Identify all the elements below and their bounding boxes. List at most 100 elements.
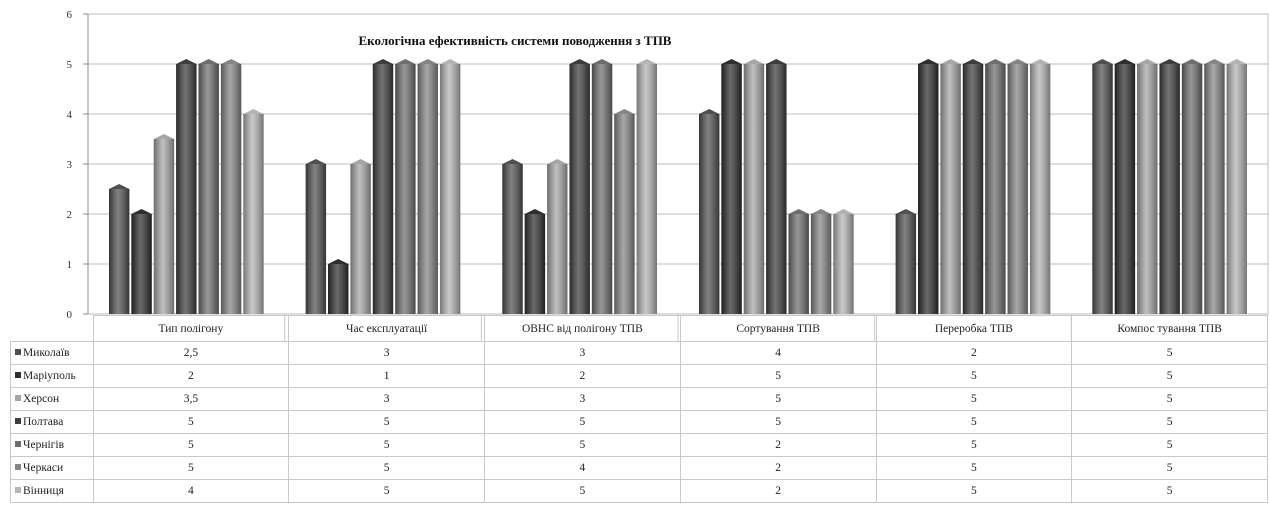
table-cell: 3 <box>484 387 681 411</box>
bar <box>699 109 720 314</box>
bar-cap <box>1159 59 1180 64</box>
bar <box>176 59 197 314</box>
bar <box>417 59 438 314</box>
bar-shading <box>328 264 349 314</box>
bar <box>918 59 939 314</box>
x-category-label: Тип полігону <box>92 315 290 342</box>
bar-shading <box>614 114 635 314</box>
bar <box>636 59 657 314</box>
bar-shading <box>743 64 765 314</box>
bar-cap <box>895 209 917 214</box>
bar-cap <box>395 59 416 64</box>
bar-shading <box>810 214 832 314</box>
bar <box>962 59 984 314</box>
legend-key-icon <box>15 464 21 471</box>
table-row: Черкаси 5 5 4 2 5 5 <box>10 456 1268 480</box>
data-table: Тип полігону Час експлуатації ОВНС від пол… <box>10 315 1268 503</box>
bar-cap <box>766 59 787 64</box>
table-cell: 5 <box>92 410 290 434</box>
bar <box>131 209 152 314</box>
bar <box>1226 59 1247 314</box>
table-cell: 5 <box>92 433 290 457</box>
gridlines <box>87 13 1269 342</box>
legend-entry: Маріуполь <box>10 364 94 388</box>
bar-shading <box>636 64 657 314</box>
bar <box>1029 59 1051 314</box>
bar <box>985 59 1006 314</box>
bar-cap <box>614 109 635 114</box>
bar-cap <box>176 59 197 64</box>
legend-label: Маріуполь <box>23 370 76 382</box>
bar-cap <box>439 59 461 64</box>
bars <box>109 59 1247 314</box>
table-cell: 5 <box>288 433 485 457</box>
bar-shading <box>417 64 438 314</box>
bar <box>833 209 854 314</box>
bar-shading <box>591 64 613 314</box>
legend-label: Полтава <box>23 416 64 428</box>
table-cell: 4 <box>679 341 877 365</box>
bar-shading <box>833 214 854 314</box>
bar <box>940 59 961 314</box>
table-cell: 2 <box>679 456 877 480</box>
table-cell: 3 <box>288 341 485 365</box>
table-cell: 5 <box>1071 410 1268 434</box>
table-cell: 3,5 <box>92 387 290 411</box>
bar-shading <box>220 64 242 314</box>
legend-label: Вінниця <box>23 485 64 497</box>
bar-shading <box>1029 64 1051 314</box>
bar <box>220 59 242 314</box>
bar-cap <box>502 159 523 164</box>
y-tick-label: 6 <box>67 9 73 21</box>
legend-key-icon <box>15 395 21 402</box>
legend-key-icon <box>15 349 21 356</box>
table-cell: 5 <box>484 479 681 503</box>
bar <box>395 59 416 314</box>
bar-shading <box>109 189 130 314</box>
table-row: Полтава 5 5 5 5 5 5 <box>10 410 1268 434</box>
bar <box>1159 59 1180 314</box>
bar-cap <box>1092 59 1113 64</box>
bar-cap <box>788 209 809 214</box>
bar <box>1092 59 1113 314</box>
bar <box>1204 59 1225 314</box>
bar <box>1114 59 1136 314</box>
bar <box>721 59 742 314</box>
legend-label: Черкаси <box>23 462 64 474</box>
table-cell: 5 <box>484 410 681 434</box>
bar <box>439 59 461 314</box>
bar-shading <box>243 114 264 314</box>
legend-label: Чернігів <box>23 439 65 451</box>
table-row: Вінниця 4 5 5 2 5 5 <box>10 479 1268 503</box>
table-cell: 5 <box>1071 341 1268 365</box>
bar <box>524 209 546 314</box>
bar-cap <box>918 59 939 64</box>
bar-shading <box>153 139 175 314</box>
bar <box>810 209 832 314</box>
bar-shading <box>502 164 523 314</box>
bar-shading <box>895 214 917 314</box>
bar <box>895 209 917 314</box>
bar-shading <box>1181 64 1203 314</box>
bar-cap <box>743 59 765 64</box>
bar-cap <box>985 59 1006 64</box>
legend-key-icon <box>15 487 21 494</box>
bar-shading <box>569 64 590 314</box>
bar-cap <box>591 59 613 64</box>
bar <box>788 209 809 314</box>
x-category-label: Час експлуатації <box>288 315 485 342</box>
bar-cap <box>1007 59 1028 64</box>
bar-shading <box>985 64 1006 314</box>
bar-cap <box>569 59 590 64</box>
table-cell: 5 <box>484 433 681 457</box>
table-cell: 5 <box>875 479 1073 503</box>
table-row: Херсон 3,5 3 3 5 5 5 <box>10 387 1268 411</box>
bar-cap <box>198 59 219 64</box>
table-row: Чернігів 5 5 5 2 5 5 <box>10 433 1268 457</box>
table-cell: 3 <box>288 387 485 411</box>
table-cell: 2 <box>679 479 877 503</box>
y-axis: 0 1 2 3 4 5 6 <box>67 9 89 321</box>
bar-cap <box>243 109 264 114</box>
table-cell: 2 <box>484 364 681 388</box>
bar-shading <box>1007 64 1028 314</box>
